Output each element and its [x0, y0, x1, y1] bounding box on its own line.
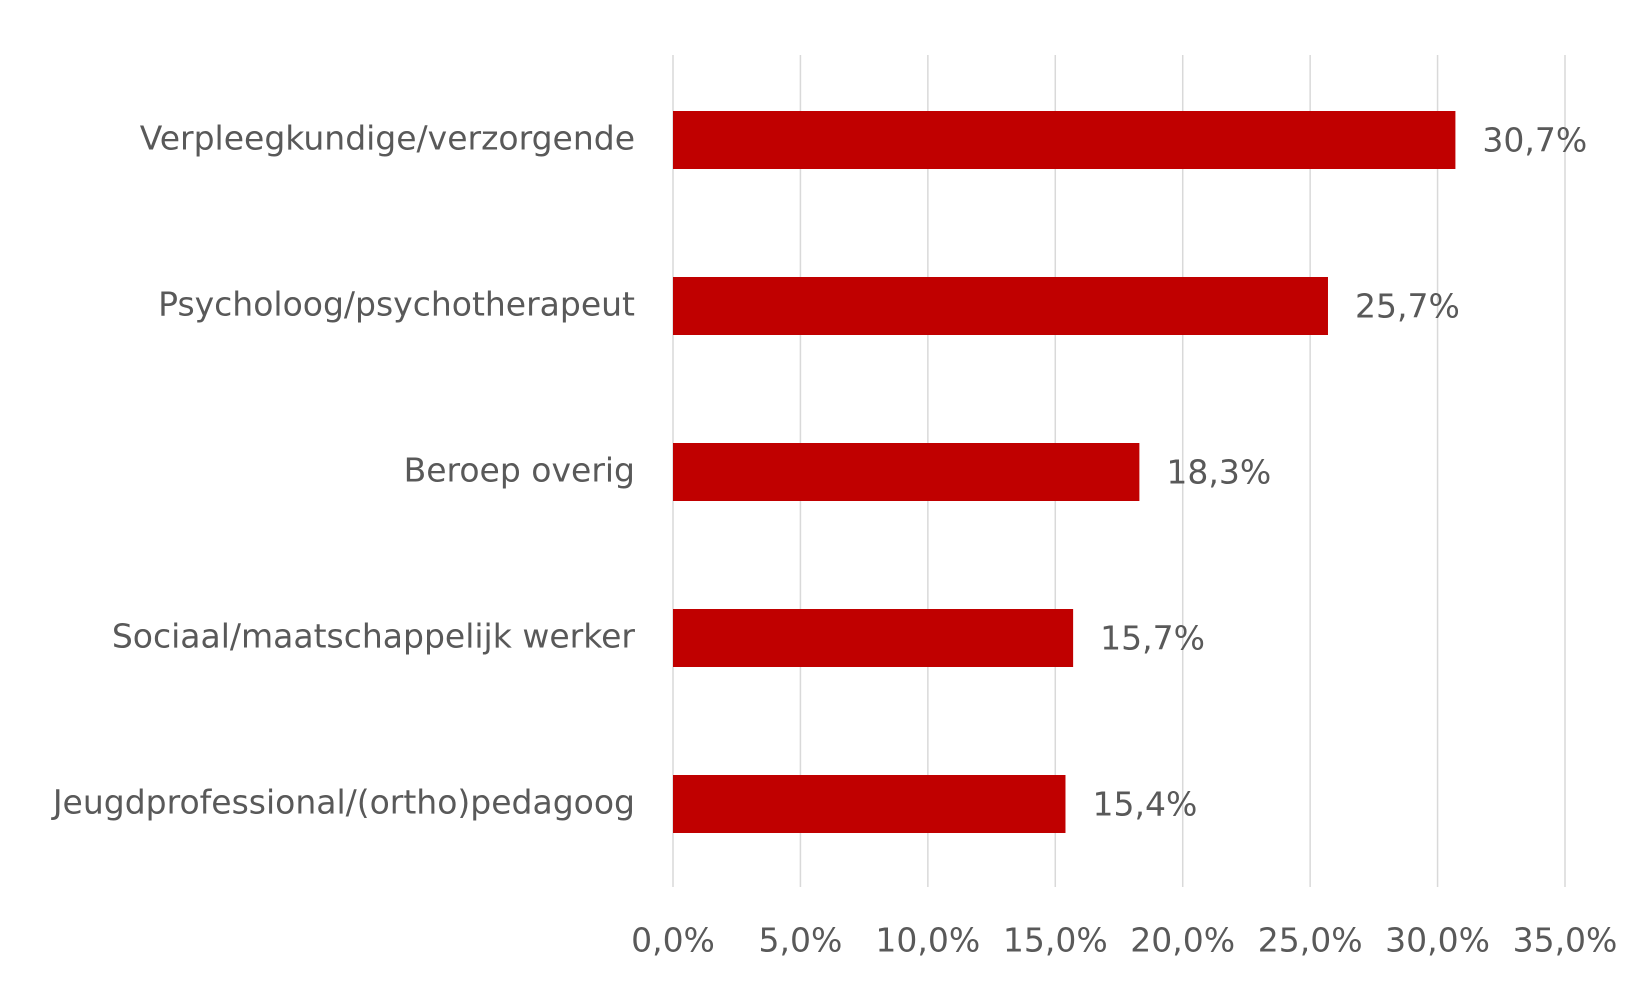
bar [673, 609, 1074, 667]
y-tick-label: Psycholoog/psychotherapeut [158, 285, 635, 324]
bar [673, 277, 1328, 335]
data-label: 30,7% [1482, 121, 1587, 160]
x-tick-label: 5,0% [759, 921, 843, 960]
x-tick-label: 0,0% [631, 921, 715, 960]
x-tick-label: 20,0% [1130, 921, 1235, 960]
x-tick-label: 10,0% [875, 921, 980, 960]
data-label: 18,3% [1166, 453, 1271, 492]
data-label: 15,7% [1100, 619, 1205, 658]
x-tick-label: 35,0% [1513, 921, 1618, 960]
bar [673, 775, 1066, 833]
data-label: 15,4% [1092, 785, 1197, 824]
y-tick-label: Beroep overig [404, 451, 635, 490]
bar [673, 443, 1140, 501]
y-tick-label: Jeugdprofessional/(ortho)pedagoog [51, 783, 635, 822]
data-label: 25,7% [1355, 287, 1460, 326]
y-tick-label: Sociaal/maatschappelijk werker [112, 617, 636, 656]
bar [673, 111, 1456, 169]
x-tick-label: 15,0% [1003, 921, 1108, 960]
y-tick-label: Verpleegkundige/verzorgende [140, 119, 635, 158]
x-tick-label: 25,0% [1258, 921, 1363, 960]
x-tick-label: 30,0% [1385, 921, 1490, 960]
